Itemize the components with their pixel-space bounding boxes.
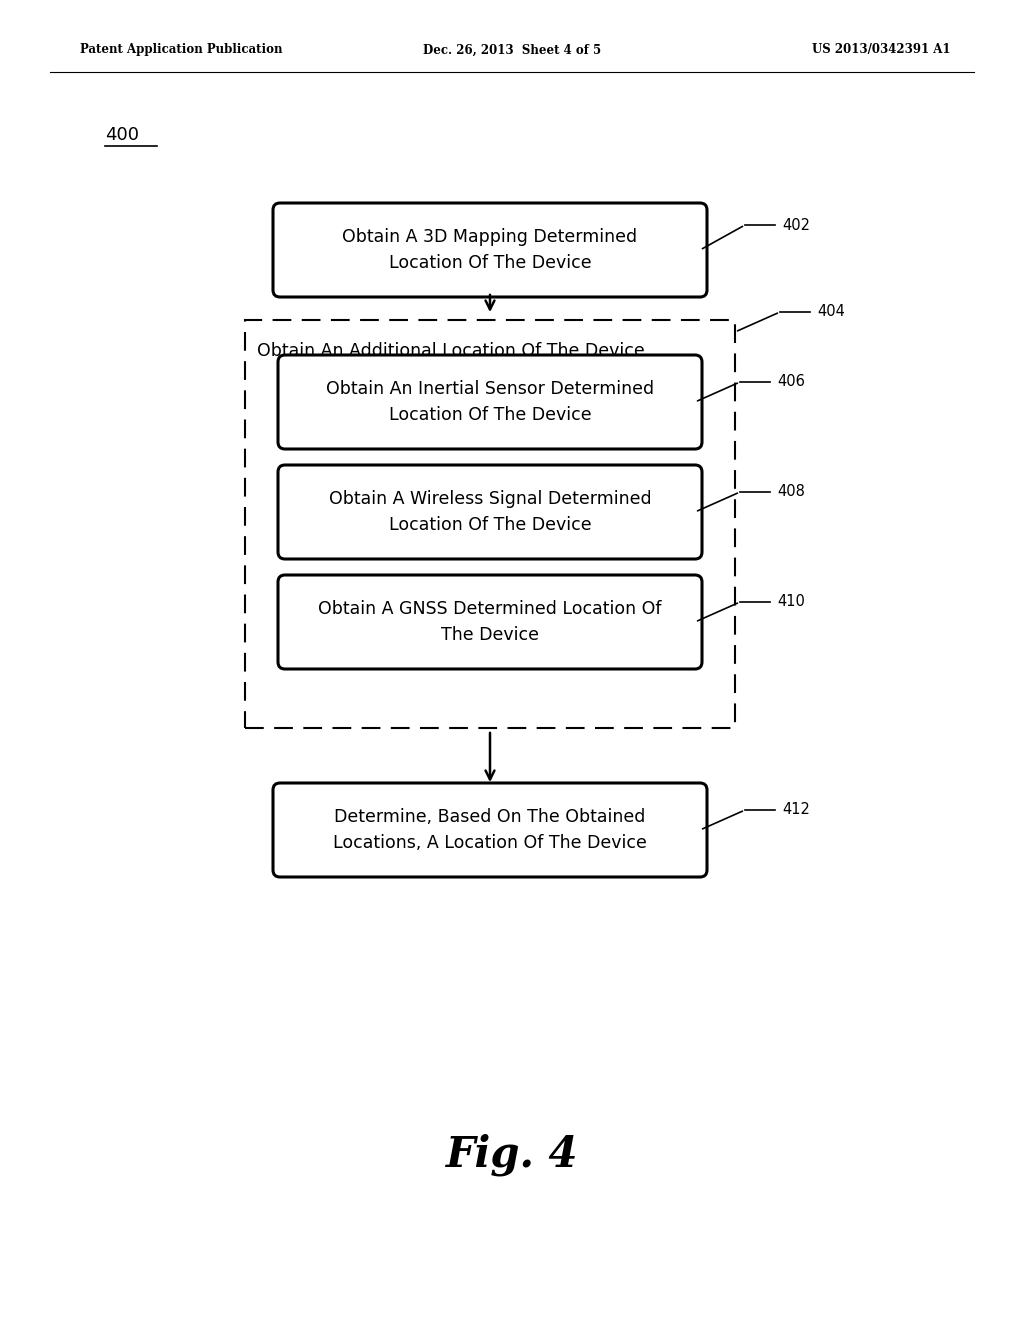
Bar [245, 319, 735, 729]
Text: Dec. 26, 2013  Sheet 4 of 5: Dec. 26, 2013 Sheet 4 of 5 [423, 44, 601, 57]
Text: US 2013/0342391 A1: US 2013/0342391 A1 [811, 44, 950, 57]
Text: 406: 406 [777, 375, 805, 389]
Text: Obtain An Inertial Sensor Determined
Location Of The Device: Obtain An Inertial Sensor Determined Loc… [326, 380, 654, 424]
Text: Obtain A 3D Mapping Determined
Location Of The Device: Obtain A 3D Mapping Determined Location … [342, 228, 638, 272]
FancyBboxPatch shape [278, 355, 702, 449]
FancyBboxPatch shape [273, 783, 707, 876]
Text: 412: 412 [782, 803, 810, 817]
Text: Obtain A Wireless Signal Determined
Location Of The Device: Obtain A Wireless Signal Determined Loca… [329, 491, 651, 533]
Text: Fig. 4: Fig. 4 [445, 1134, 579, 1176]
Text: 400: 400 [105, 125, 139, 144]
FancyBboxPatch shape [278, 465, 702, 558]
FancyBboxPatch shape [273, 203, 707, 297]
Text: 402: 402 [782, 218, 810, 232]
Text: 408: 408 [777, 484, 805, 499]
Text: Obtain A GNSS Determined Location Of
The Device: Obtain A GNSS Determined Location Of The… [318, 601, 662, 644]
Text: Patent Application Publication: Patent Application Publication [80, 44, 283, 57]
Text: 404: 404 [817, 305, 845, 319]
FancyBboxPatch shape [278, 576, 702, 669]
Text: Determine, Based On The Obtained
Locations, A Location Of The Device: Determine, Based On The Obtained Locatio… [333, 808, 647, 851]
Text: Obtain An Additional Location Of The Device: Obtain An Additional Location Of The Dev… [257, 342, 645, 360]
Text: 410: 410 [777, 594, 805, 610]
